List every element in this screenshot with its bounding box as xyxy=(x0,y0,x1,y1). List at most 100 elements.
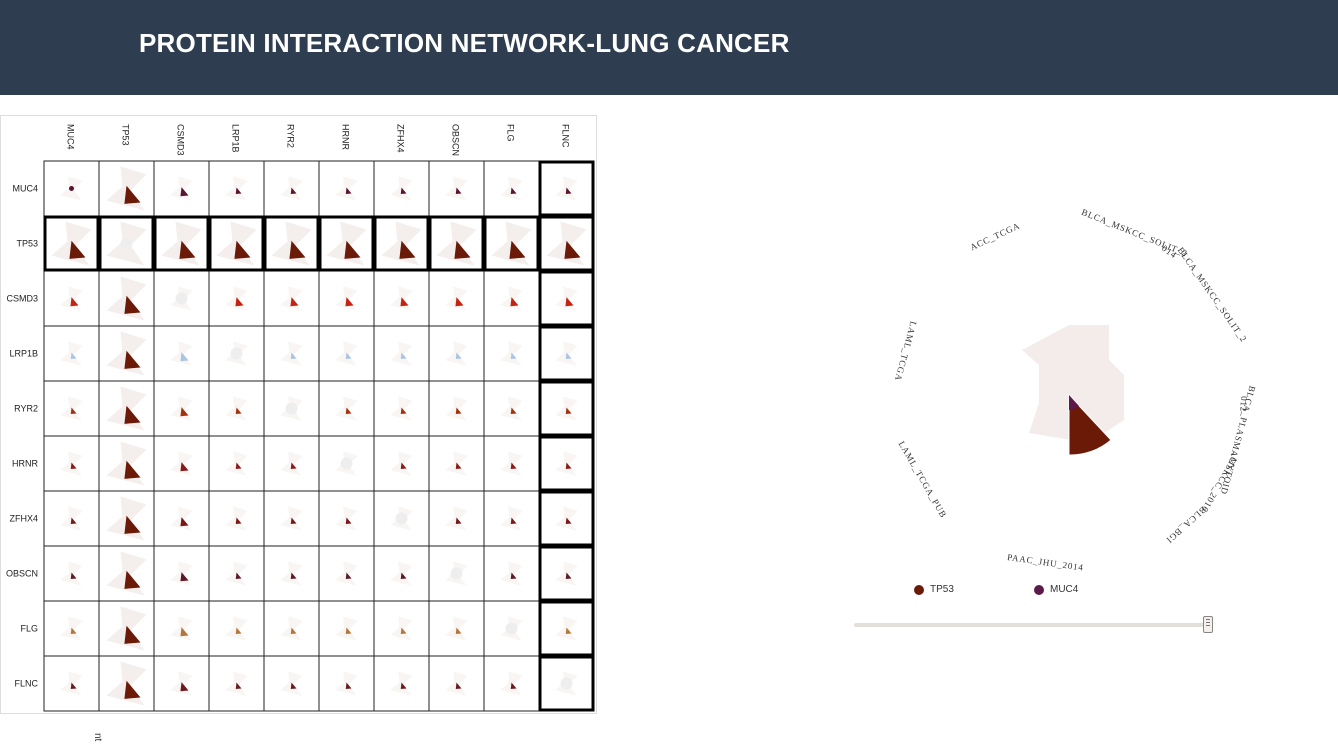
matrix-cell[interactable] xyxy=(318,600,375,657)
matrix-cell[interactable] xyxy=(538,270,595,327)
matrix-cell[interactable] xyxy=(538,325,595,382)
matrix-cell[interactable] xyxy=(98,655,155,712)
matrix-cell[interactable] xyxy=(428,545,485,602)
matrix-cell[interactable] xyxy=(318,270,375,327)
matrix-cell[interactable] xyxy=(153,160,210,217)
arc-label: ACC_TCGA xyxy=(969,220,1022,252)
matrix-cell[interactable] xyxy=(538,490,595,547)
slider-handle[interactable] xyxy=(1203,616,1213,633)
matrix-cell[interactable] xyxy=(318,545,375,602)
matrix-cell[interactable] xyxy=(428,490,485,547)
matrix-cell[interactable] xyxy=(428,435,485,492)
column-label: ZFHX4 xyxy=(396,124,406,153)
matrix-cell[interactable] xyxy=(208,325,265,382)
matrix-cell[interactable] xyxy=(483,600,540,657)
matrix-cell[interactable] xyxy=(43,490,100,547)
matrix-cell[interactable] xyxy=(318,655,375,712)
matrix-cell[interactable] xyxy=(43,655,100,712)
highlight-cell xyxy=(538,655,595,712)
matrix-cell[interactable] xyxy=(208,655,265,712)
radial-segment[interactable] xyxy=(1068,393,1112,456)
matrix-cell[interactable] xyxy=(263,435,320,492)
matrix-cell[interactable] xyxy=(208,380,265,437)
matrix-cell[interactable] xyxy=(208,215,265,272)
matrix-cell[interactable] xyxy=(153,325,210,382)
matrix-cell[interactable] xyxy=(263,325,320,382)
matrix-cell[interactable] xyxy=(43,325,100,382)
matrix-cell[interactable] xyxy=(373,600,430,657)
radial-segment[interactable] xyxy=(1069,395,1079,410)
matrix-cell[interactable] xyxy=(208,600,265,657)
matrix-cell[interactable] xyxy=(373,655,430,712)
matrix-cell[interactable] xyxy=(373,160,430,217)
matrix-cell[interactable] xyxy=(538,655,595,712)
matrix-cell[interactable] xyxy=(373,215,430,272)
matrix-cell[interactable] xyxy=(373,270,430,327)
matrix-cell[interactable] xyxy=(538,215,595,272)
matrix-cell[interactable] xyxy=(428,270,485,327)
matrix-cell[interactable] xyxy=(153,655,210,712)
matrix-cell[interactable] xyxy=(318,380,375,437)
matrix-cell[interactable] xyxy=(428,325,485,382)
matrix-cell[interactable] xyxy=(263,215,320,272)
column-label: RYR2 xyxy=(286,124,296,148)
row-label: FLNC xyxy=(14,679,38,689)
matrix-cell[interactable] xyxy=(153,600,210,657)
matrix-cell[interactable] xyxy=(263,600,320,657)
matrix-cell[interactable] xyxy=(483,215,540,272)
matrix-cell[interactable] xyxy=(208,435,265,492)
matrix-cell[interactable] xyxy=(428,160,485,217)
column-label: FLG xyxy=(506,124,516,142)
matrix-cell[interactable] xyxy=(263,545,320,602)
legend-item-tp53[interactable]: TP53 xyxy=(914,584,954,595)
matrix-cell[interactable] xyxy=(483,545,540,602)
matrix-cell[interactable] xyxy=(153,490,210,547)
matrix-cell[interactable] xyxy=(153,270,210,327)
row-label: CSMD3 xyxy=(6,294,38,304)
highlight-cell xyxy=(538,435,595,492)
matrix-cell[interactable] xyxy=(483,435,540,492)
matrix-cell[interactable] xyxy=(318,325,375,382)
matrix-cell[interactable] xyxy=(373,545,430,602)
matrix-cell[interactable] xyxy=(263,160,320,217)
matrix-cell[interactable] xyxy=(98,270,155,327)
matrix-cell[interactable] xyxy=(428,655,485,712)
matrix-cell[interactable] xyxy=(373,325,430,382)
matrix-cell[interactable] xyxy=(43,600,100,657)
matrix-cell[interactable] xyxy=(373,490,430,547)
matrix-cell[interactable] xyxy=(153,545,210,602)
legend-item-muc4[interactable]: MUC4 xyxy=(1034,584,1078,595)
matrix-cell[interactable] xyxy=(538,160,595,217)
matrix-cell[interactable] xyxy=(153,215,210,272)
matrix-cell[interactable] xyxy=(263,490,320,547)
matrix-cell[interactable] xyxy=(208,545,265,602)
matrix-cell[interactable] xyxy=(318,160,375,217)
matrix-cell[interactable] xyxy=(538,435,595,492)
matrix-cell[interactable] xyxy=(263,380,320,437)
matrix-cell[interactable] xyxy=(98,490,155,547)
matrix-cell[interactable] xyxy=(153,380,210,437)
matrix-cell[interactable] xyxy=(98,380,155,437)
matrix-cell[interactable] xyxy=(373,380,430,437)
matrix-cell[interactable] xyxy=(538,600,595,657)
matrix-cell[interactable] xyxy=(43,435,100,492)
matrix-cell[interactable] xyxy=(483,380,540,437)
matrix-cell[interactable] xyxy=(98,545,155,602)
radial-background xyxy=(1022,325,1124,443)
arc-label: LAML_TCGA xyxy=(893,320,919,382)
matrix-cell[interactable] xyxy=(538,545,595,602)
matrix-cell[interactable] xyxy=(208,270,265,327)
matrix-cell[interactable] xyxy=(483,655,540,712)
matrix-cell[interactable] xyxy=(428,380,485,437)
matrix-cell[interactable] xyxy=(43,545,100,602)
matrix-cell[interactable] xyxy=(318,490,375,547)
matrix-cell[interactable] xyxy=(98,160,155,217)
matrix-cell[interactable] xyxy=(538,380,595,437)
slider-track[interactable] xyxy=(854,623,1212,627)
matrix-cell[interactable] xyxy=(98,325,155,382)
matrix-cell[interactable] xyxy=(263,655,320,712)
matrix-cell[interactable] xyxy=(43,270,100,327)
matrix-cell[interactable] xyxy=(483,325,540,382)
matrix-cell[interactable] xyxy=(98,435,155,492)
